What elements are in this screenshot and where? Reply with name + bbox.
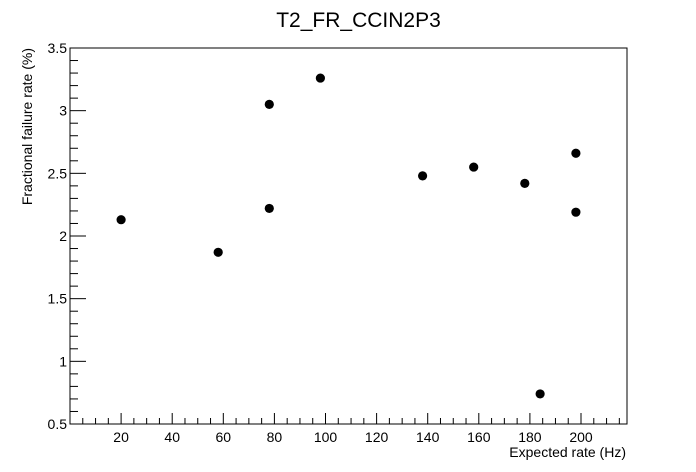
data-point [264, 203, 274, 214]
x-axis: 20 40 60 80 100 120 140 160 180 200 [69, 413, 620, 445]
y-tick-label: 2.5 [48, 165, 68, 181]
data-point [417, 171, 428, 181]
data-point [520, 178, 530, 188]
data-point [571, 148, 581, 158]
x-tick-label: 20 [113, 429, 129, 445]
x-tick-label: 200 [569, 429, 593, 445]
x-tick-label: 80 [267, 429, 283, 445]
data-point [264, 99, 274, 109]
x-tick-label: 120 [365, 429, 389, 445]
data-point [535, 389, 545, 399]
data-points [116, 73, 581, 399]
y-tick-label: 2 [59, 228, 67, 244]
y-tick-label: 1.5 [48, 291, 68, 307]
y-tick-label: 1 [59, 353, 67, 369]
data-point [469, 162, 479, 172]
plot-frame [69, 47, 628, 425]
x-tick-label: 140 [416, 429, 440, 445]
data-point [315, 73, 325, 83]
x-tick-label: 60 [216, 429, 232, 445]
y-axis: 0.5 1 1.5 2 2.5 3 3.5 [48, 40, 86, 432]
x-tick-label: 180 [518, 429, 542, 445]
data-point [571, 207, 581, 217]
y-tick-label: 3.5 [48, 40, 68, 56]
chart-title: T2_FR_CCIN2P3 [276, 9, 441, 32]
x-tick-label: 160 [467, 429, 491, 445]
y-tick-label: 3 [59, 103, 67, 119]
x-tick-label: 40 [164, 429, 180, 445]
x-tick-label: 100 [314, 429, 338, 445]
x-axis-label: Expected rate (Hz) [509, 444, 626, 460]
y-axis-label: Fractional failure rate (%) [19, 48, 35, 205]
data-point [116, 215, 126, 225]
data-point [213, 247, 223, 257]
y-tick-label: 0.5 [48, 416, 68, 432]
